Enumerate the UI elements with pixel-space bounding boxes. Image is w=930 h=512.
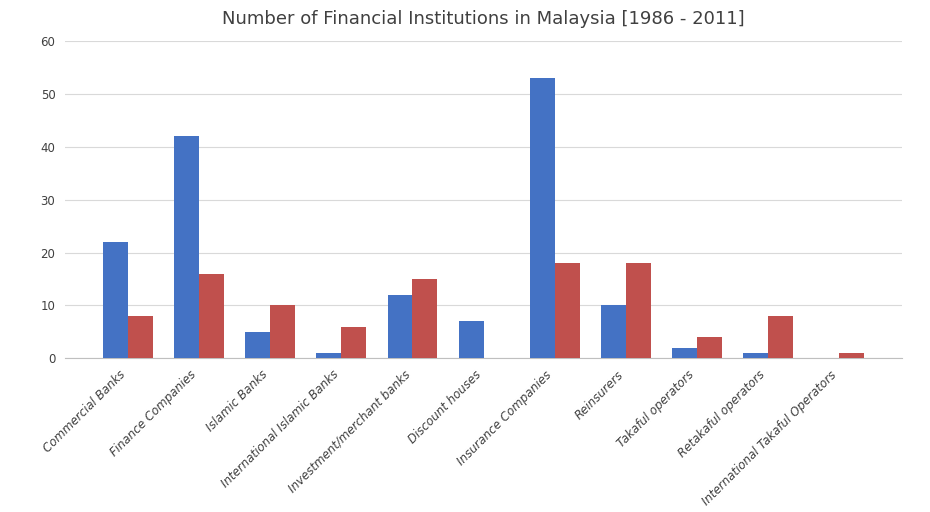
Bar — [554, 263, 579, 358]
Bar — [458, 322, 484, 358]
Bar — [768, 316, 793, 358]
Bar — [199, 274, 224, 358]
Bar — [839, 353, 864, 358]
Bar — [103, 242, 128, 358]
Bar — [316, 353, 341, 358]
Bar — [128, 316, 153, 358]
Bar — [697, 337, 722, 358]
Bar — [341, 327, 366, 358]
Bar — [413, 279, 437, 358]
Bar — [530, 78, 554, 358]
Bar — [601, 306, 626, 358]
Bar — [388, 295, 413, 358]
Bar — [672, 348, 697, 358]
Bar — [246, 332, 271, 358]
Bar — [174, 136, 199, 358]
Bar — [743, 353, 768, 358]
Title: Number of Financial Institutions in Malaysia [1986 - 2011]: Number of Financial Institutions in Mala… — [222, 10, 745, 28]
Bar — [626, 263, 651, 358]
Bar — [271, 306, 295, 358]
